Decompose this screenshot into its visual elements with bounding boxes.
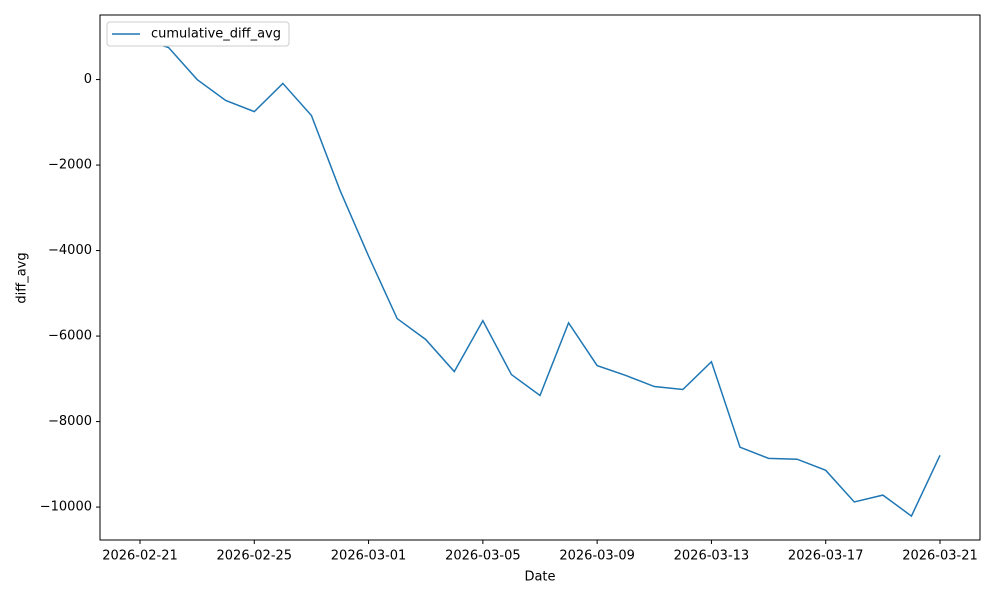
y-axis-label: diff_avg [15, 252, 30, 303]
y-tick-label: −10000 [40, 500, 92, 515]
line-series [139, 38, 941, 518]
legend-box [106, 21, 290, 47]
y-tick-label: 0 [84, 72, 92, 87]
x-tick-label: 2026-03-17 [788, 549, 864, 564]
y-tick-label: −6000 [48, 329, 92, 344]
x-axis-label: Date [524, 570, 555, 585]
y-tick-label: −2000 [48, 158, 92, 173]
x-tick-label: 2026-03-05 [445, 549, 521, 564]
x-tick-label: 2026-03-01 [331, 549, 407, 564]
x-tick-label: 2026-02-25 [217, 549, 293, 564]
y-tick-label: −4000 [48, 243, 92, 258]
x-tick-label: 2026-03-21 [902, 549, 978, 564]
x-tick-label: 2026-02-21 [102, 549, 178, 564]
x-tick-label: 2026-03-13 [674, 549, 750, 564]
legend-label: cumulative_diff_avg [151, 27, 281, 42]
x-tick-label: 2026-03-09 [559, 549, 635, 564]
y-tick-label: −8000 [48, 414, 92, 429]
plot-frame [99, 14, 981, 541]
